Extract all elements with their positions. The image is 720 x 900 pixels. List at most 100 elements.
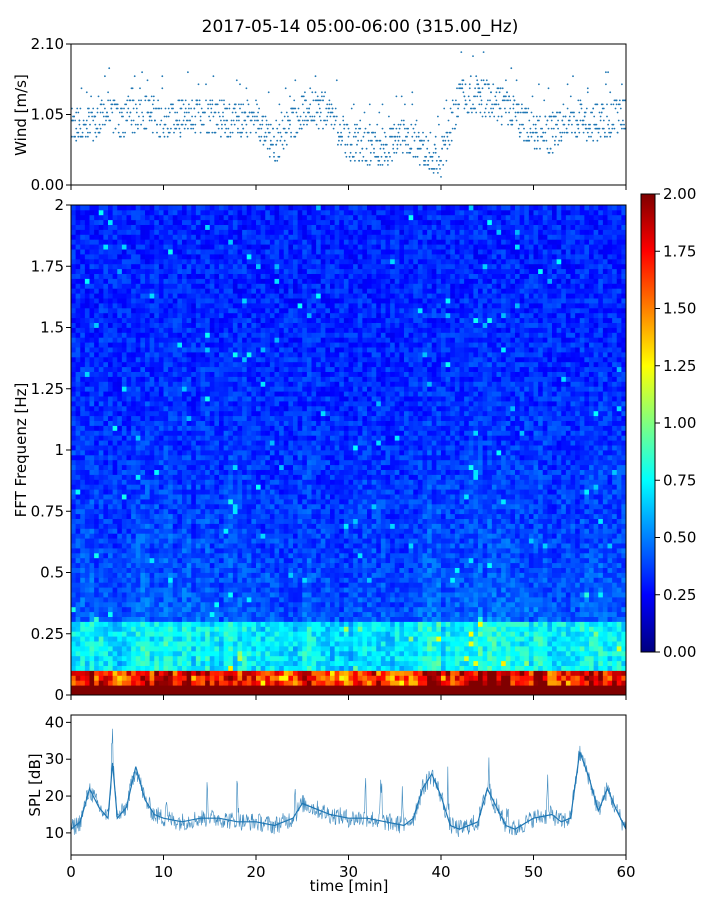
spectrogram-cell xyxy=(131,626,137,632)
spectrogram-cell xyxy=(195,445,201,451)
spectrogram-cell xyxy=(191,303,197,309)
spectrogram-cell xyxy=(121,621,127,627)
spectrogram-cell xyxy=(186,435,192,441)
spectrogram-cell xyxy=(112,665,118,671)
wind-point xyxy=(357,131,359,134)
spectrogram-cell xyxy=(80,366,86,372)
wind-point xyxy=(396,135,399,138)
wind-point xyxy=(497,103,500,106)
spectrogram-cell xyxy=(126,268,132,274)
spectrogram-cell xyxy=(145,435,151,441)
spectrogram-cell xyxy=(177,621,183,627)
spectrogram-cell xyxy=(94,440,100,446)
spectrogram-cell xyxy=(191,401,197,407)
spectrogram-cell xyxy=(177,229,183,235)
wind-point xyxy=(283,115,286,118)
spectrogram-cell xyxy=(117,587,123,593)
spectrogram-cell xyxy=(182,410,188,417)
wind-point xyxy=(226,107,229,110)
spectrogram-cell xyxy=(209,410,215,417)
spectrogram-cell xyxy=(108,268,114,274)
wind-point xyxy=(304,119,306,122)
spectrogram-cell xyxy=(75,401,81,407)
spectrogram-cell xyxy=(84,670,90,676)
wind-point xyxy=(528,119,531,122)
wind-point xyxy=(231,111,234,114)
wind-point xyxy=(362,135,365,138)
spectrogram-cell xyxy=(182,224,188,230)
spectrogram-cell xyxy=(186,592,192,598)
spectrogram-cell xyxy=(195,552,201,559)
spectrogram-cell xyxy=(232,665,238,671)
spectrogram-cell xyxy=(191,381,197,387)
wind-point xyxy=(314,91,317,94)
wind-point xyxy=(476,95,479,98)
spectrogram-cell xyxy=(71,288,77,294)
spectrogram-cell xyxy=(232,209,238,216)
spectrogram-cell xyxy=(103,415,109,421)
wind-point xyxy=(440,176,442,178)
spectrogram-cell xyxy=(186,307,192,314)
spectrogram-cell xyxy=(121,430,127,436)
spectrogram-cell xyxy=(168,690,174,696)
spectrogram-cell xyxy=(71,606,77,613)
wind-point xyxy=(301,103,304,106)
spectrogram-cell xyxy=(214,631,220,637)
spectrogram-cell xyxy=(80,660,86,666)
spectrogram-cell xyxy=(200,420,206,426)
wind-point xyxy=(139,87,141,90)
spectrogram-cell xyxy=(126,582,132,588)
spectrogram-cell xyxy=(191,459,197,466)
spectrogram-cell xyxy=(182,273,188,279)
spectrogram-cell xyxy=(75,317,81,323)
spectrogram-cell xyxy=(223,690,229,696)
spectrogram-cell xyxy=(172,636,178,642)
spectrogram-cell xyxy=(232,675,238,681)
spectrogram-cell xyxy=(89,288,95,294)
wind-point xyxy=(100,103,103,106)
spectrogram-cell xyxy=(154,386,160,392)
spectrogram-cell xyxy=(84,415,90,421)
spectrogram-cell xyxy=(214,405,220,412)
spectrogram-cell xyxy=(168,405,174,412)
spectrogram-cell xyxy=(168,557,174,564)
wind-points xyxy=(71,51,626,178)
spectrogram-cell xyxy=(209,376,215,382)
spectrogram-cell xyxy=(168,273,174,279)
wind-point xyxy=(496,119,499,122)
spectrogram-cell xyxy=(232,660,238,666)
wind-point xyxy=(91,115,93,118)
wind-point xyxy=(551,151,554,154)
spectrogram-cell xyxy=(117,484,123,490)
spectrogram-cell xyxy=(209,646,215,652)
spectrogram-cell xyxy=(117,278,123,284)
spectrogram-cell xyxy=(158,234,164,240)
spectrogram-cell xyxy=(200,435,206,441)
spectrogram-cell xyxy=(223,499,229,505)
wind-point xyxy=(617,119,620,122)
spectrogram-cell xyxy=(121,454,127,461)
spectrogram-cell xyxy=(131,567,137,573)
spectrogram-cell xyxy=(75,655,81,662)
spectrogram-cell xyxy=(177,445,183,451)
spectrogram-cell xyxy=(80,508,86,515)
spectrogram-cell xyxy=(177,263,183,270)
wind-point xyxy=(523,139,525,142)
spectrogram-cell xyxy=(214,293,220,299)
spectrogram-cell xyxy=(163,224,169,230)
spectrogram-cell xyxy=(126,254,132,260)
wind-point xyxy=(207,103,210,106)
spectrogram-cell xyxy=(223,337,229,343)
spectrogram-cell xyxy=(135,592,141,598)
spectrogram-cell xyxy=(149,587,155,593)
spectrogram-cell xyxy=(219,675,225,681)
spectrogram-cell xyxy=(205,631,211,637)
spectrogram-cell xyxy=(209,440,215,446)
spectrogram-cell xyxy=(158,371,164,377)
wind-point xyxy=(151,131,154,134)
spectrogram-cell xyxy=(186,293,192,299)
spectrogram-cell xyxy=(84,391,90,397)
spectrogram-cell xyxy=(195,415,201,421)
wind-point xyxy=(155,107,157,110)
spectrogram-cell xyxy=(209,445,215,451)
